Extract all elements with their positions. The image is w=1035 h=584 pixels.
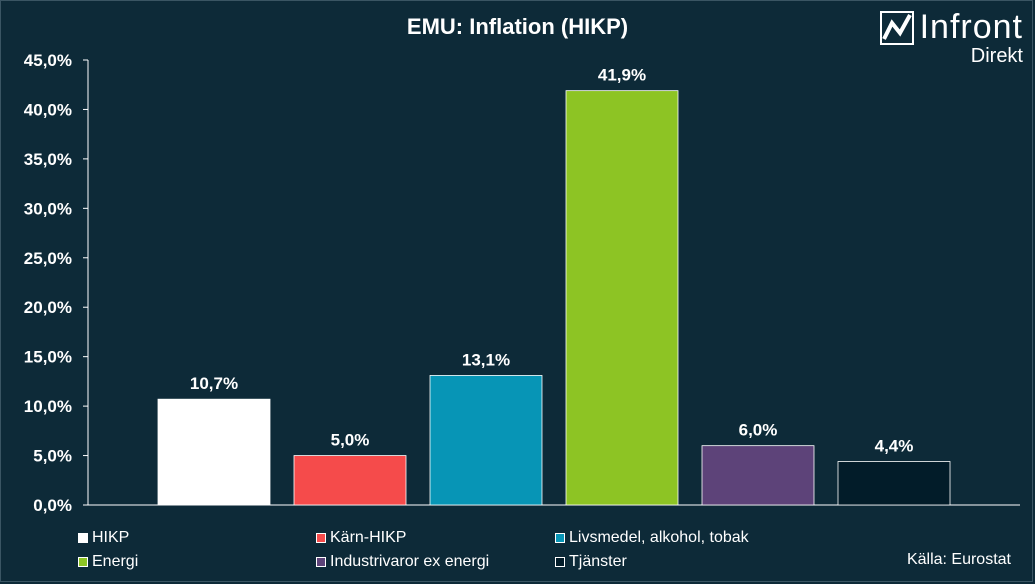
legend-item-livsmedel: Livsmedel, alkohol, tobak: [555, 529, 749, 547]
legend-label-livsmedel: Livsmedel, alkohol, tobak: [569, 529, 749, 546]
legend-label-hikp: HIKP: [92, 529, 130, 546]
infront-logo: Infront Direkt: [879, 8, 1023, 68]
y-axis: 0,0% 5,0% 10,0% 15,0% 20,0% 25,0% 30,0% 35,0% 40…: [24, 51, 88, 515]
data-label-1: 5,0%: [331, 431, 370, 450]
y-tick-label: 0,0%: [33, 496, 72, 515]
data-labels-group: 10,7% 5,0% 13,1% 41,9% 6,0% 4,4%: [190, 66, 913, 456]
source-note: Källa: Eurostat: [906, 551, 1011, 568]
data-label-3: 41,9%: [598, 66, 646, 85]
data-label-5: 4,4%: [875, 436, 914, 455]
data-label-2: 13,1%: [462, 350, 510, 369]
y-tick-label: 15,0%: [24, 348, 72, 367]
logo-name: Infront: [919, 8, 1023, 46]
logo-main: Infront: [879, 8, 1023, 47]
bar-chart: 0,0% 5,0% 10,0% 15,0% 20,0% 25,0% 30,0% 35,0% 40…: [24, 51, 1020, 515]
y-tick-label: 30,0%: [24, 199, 72, 218]
bar-4: [701, 445, 815, 506]
bar-3: [565, 90, 679, 506]
y-tick-label: 5,0%: [33, 447, 72, 466]
legend-label-karn-hikp: Kärn-HIKP: [330, 529, 407, 546]
y-tick-label: 45,0%: [24, 51, 72, 70]
bar-0: [157, 398, 271, 506]
y-tick-label: 10,0%: [24, 397, 72, 416]
legend-swatch-industrivaror: [316, 557, 326, 567]
legend-swatch-livsmedel: [555, 533, 565, 543]
legend-label-tjanster: Tjänster: [569, 553, 627, 570]
legend-swatch-energi: [78, 557, 88, 567]
bars-group: [157, 90, 951, 506]
infront-logo-icon: [879, 10, 914, 45]
legend-label-energi: Energi: [92, 553, 139, 570]
bar-1: [293, 455, 407, 506]
y-tick-label: 25,0%: [24, 249, 72, 268]
legend-item-industrivaror: Industrivaror ex energi: [316, 553, 489, 571]
legend-swatch-tjanster: [555, 557, 565, 567]
legend-swatch-karn-hikp: [316, 533, 326, 543]
y-tick-label: 40,0%: [24, 100, 72, 119]
legend-item-tjanster: Tjänster: [555, 553, 627, 571]
legend-item-energi: Energi: [78, 553, 138, 571]
legend-swatch-hikp: [78, 533, 88, 543]
legend-item-hikp: HIKP: [78, 529, 129, 547]
data-label-0: 10,7%: [190, 374, 238, 393]
legend-item-karn-hikp: Kärn-HIKP: [316, 529, 406, 547]
data-label-4: 6,0%: [739, 421, 778, 440]
bar-5: [837, 461, 951, 506]
bar-2: [429, 375, 543, 506]
logo-sub: Direkt: [970, 45, 1023, 67]
chart-title: EMU: Inflation (HIKP): [406, 14, 629, 39]
legend-label-industrivaror: Industrivaror ex energi: [330, 553, 490, 570]
y-tick-label: 35,0%: [24, 150, 72, 169]
y-tick-label: 20,0%: [24, 298, 72, 317]
legend: HIKP Kärn-HIKP Livsmedel, alkohol, tobak…: [0, 525, 1035, 575]
